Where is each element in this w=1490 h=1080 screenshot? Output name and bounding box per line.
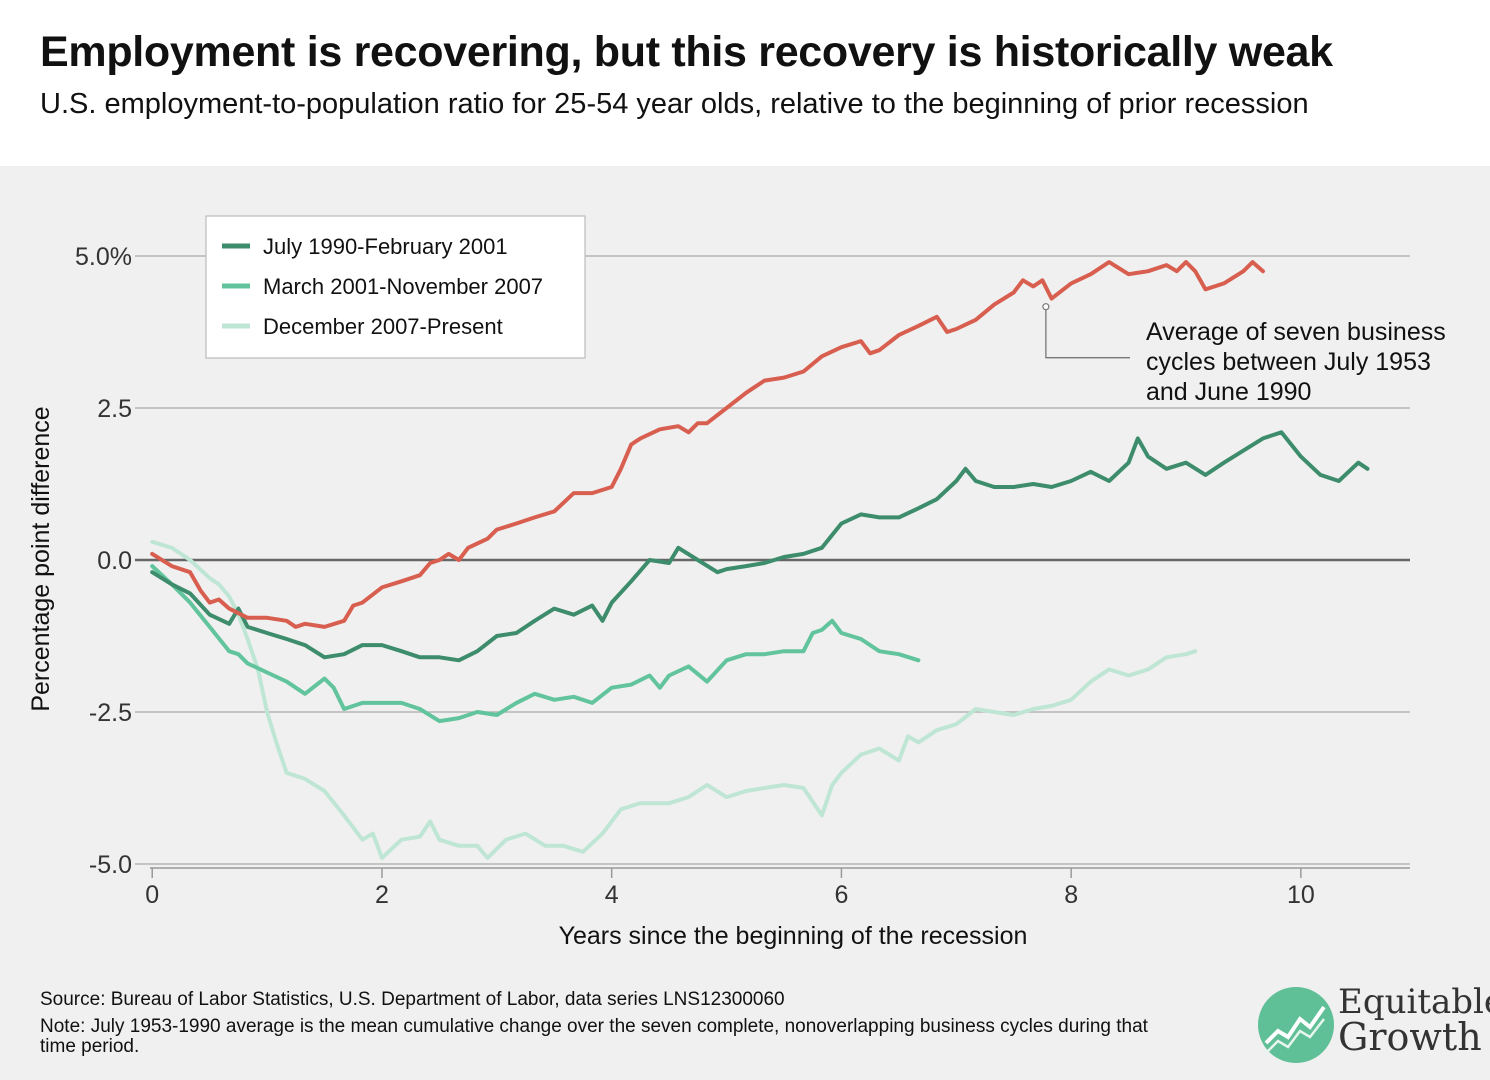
annotation-leader [1045, 309, 1130, 359]
legend: July 1990-February 2001 March 2001-Novemb… [205, 215, 586, 359]
legend-box [205, 215, 586, 359]
line-chart: 5.0% 2.5 0.0 -2.5 -5.0 0 2 4 6 8 10 Years since the… [27, 215, 1446, 950]
series-line-3 [150, 260, 1265, 629]
annotation-text: and June 1990 [1146, 378, 1311, 406]
annotation-text: cycles between July 1953 [1146, 348, 1431, 376]
page-subtitle: U.S. employment-to-population ratio for … [40, 88, 1309, 120]
legend-label: July 1990-February 2001 [263, 234, 508, 259]
chart-panel: 5.0% 2.5 0.0 -2.5 -5.0 0 2 4 6 8 10 Years since the… [0, 166, 1490, 1080]
page-title: Employment is recovering, but this recov… [40, 28, 1333, 76]
growth-chart-icon [1258, 987, 1334, 1063]
x-tick-label: 8 [1064, 881, 1078, 909]
y-tick-label: 5.0% [75, 243, 132, 271]
logo-line-2: Growth [1338, 1015, 1482, 1059]
x-tick-label: 10 [1287, 881, 1315, 909]
x-tick-label: 4 [605, 881, 619, 909]
equitable-growth-logo: Equitable Growth [1258, 982, 1490, 1070]
methodology-note: Note: July 1953-1990 average is the mean… [40, 1016, 1148, 1057]
legend-label: December 2007-Present [263, 314, 503, 339]
legend-label: March 2001-November 2007 [263, 274, 543, 299]
x-tick-label: 0 [145, 881, 159, 909]
x-tick-label: 2 [375, 881, 389, 909]
annotation-text: Average of seven business [1146, 318, 1446, 346]
y-tick-label: -5.0 [89, 851, 132, 879]
y-tick-label: 2.5 [97, 395, 132, 423]
y-tick-label: 0.0 [97, 547, 132, 575]
logo-line-1: Equitable [1338, 982, 1490, 1022]
source-note: Source: Bureau of Labor Statistics, U.S.… [40, 989, 785, 1010]
series-line-1 [150, 564, 921, 724]
y-axis-label: Percentage point difference [27, 406, 55, 711]
y-tick-label: -2.5 [89, 699, 132, 727]
annotation-marker [1042, 303, 1050, 311]
x-tick-label: 6 [834, 881, 848, 909]
x-axis-label: Years since the beginning of the recessi… [559, 922, 1028, 950]
series-line-2 [150, 539, 1198, 860]
series-line-0 [150, 430, 1370, 663]
